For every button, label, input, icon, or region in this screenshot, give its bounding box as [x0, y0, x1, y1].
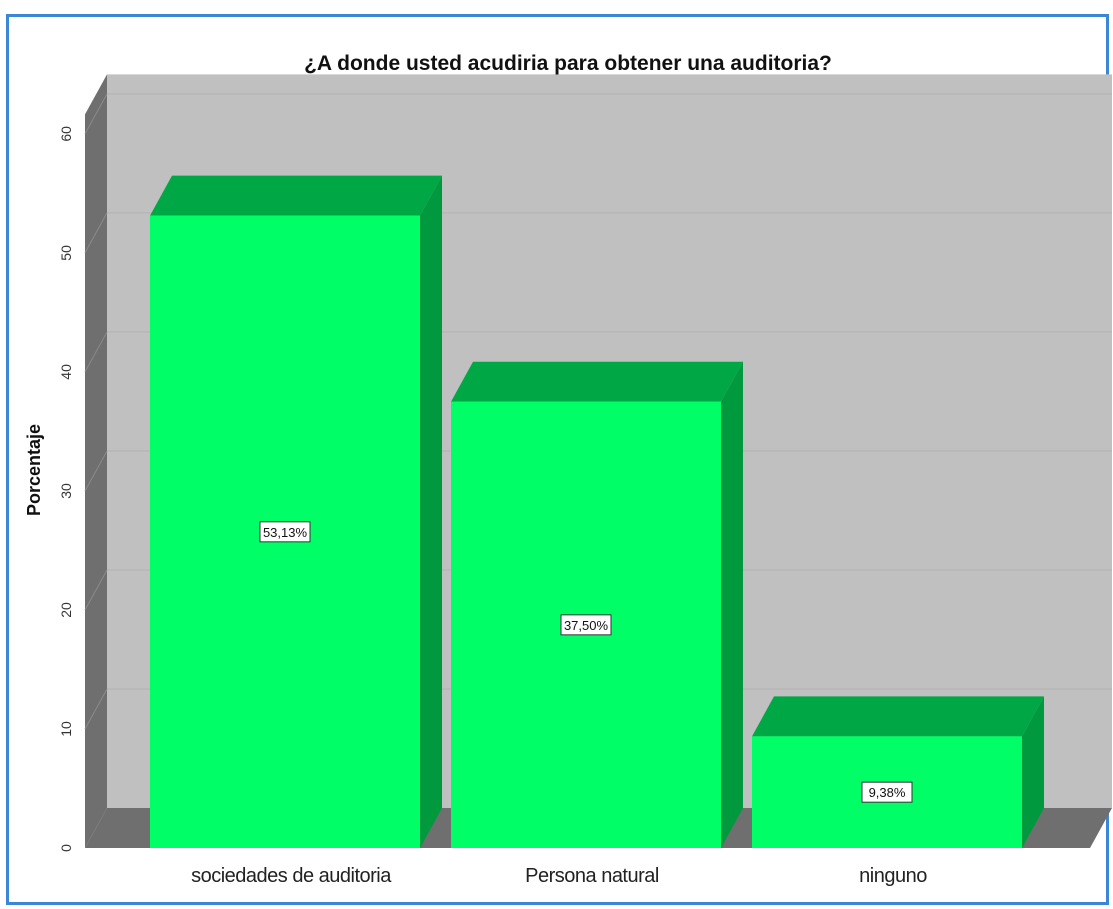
y-tick-label: 20: [58, 602, 74, 618]
y-tick-label: 10: [58, 721, 74, 737]
y-tick-label: 0: [58, 844, 74, 852]
x-category-label: Persona natural: [525, 865, 659, 887]
bar-side: [420, 175, 442, 849]
bar-top: [451, 361, 743, 402]
y-axis-label: Porcentaje: [24, 424, 44, 516]
plot-left-wall: [85, 74, 107, 849]
gridline-wall: [84, 93, 108, 135]
bar-side: [721, 361, 743, 848]
chart-title: ¿A donde usted acudiria para obtener una…: [304, 52, 832, 75]
data-label-box: [259, 521, 311, 543]
x-category-label: ninguno: [859, 865, 927, 887]
bar: 37,50%: [451, 361, 743, 848]
gridline-wall: [84, 688, 108, 730]
y-tick-label: 40: [58, 364, 74, 380]
x-axis-categories: sociedades de auditoria Persona natural ni…: [191, 865, 928, 887]
y-tick-label: 60: [58, 126, 74, 142]
gridline-wall: [84, 569, 108, 611]
bar-side: [1022, 696, 1044, 848]
bar-top: [150, 175, 442, 216]
bar: 53,13%: [150, 175, 442, 849]
data-label-box: [861, 781, 913, 803]
x-category-label: sociedades de auditoria: [191, 865, 392, 887]
data-label: 9,38%: [869, 785, 906, 800]
gridline-wall: [84, 450, 108, 492]
y-tick-label: 50: [58, 245, 74, 261]
bar-top: [752, 696, 1044, 737]
bar: 9,38%: [752, 696, 1044, 848]
gridline-wall: [84, 212, 108, 254]
bars: 53,13% 37,50% 9,38%: [150, 175, 1044, 849]
data-label: 37,50%: [564, 618, 609, 633]
data-label-box: [560, 614, 612, 636]
y-axis-ticks: 0 10 20 30 40 50 60: [58, 126, 74, 852]
data-label: 53,13%: [263, 525, 308, 540]
y-tick-label: 30: [58, 483, 74, 499]
gridline-wall: [84, 331, 108, 373]
